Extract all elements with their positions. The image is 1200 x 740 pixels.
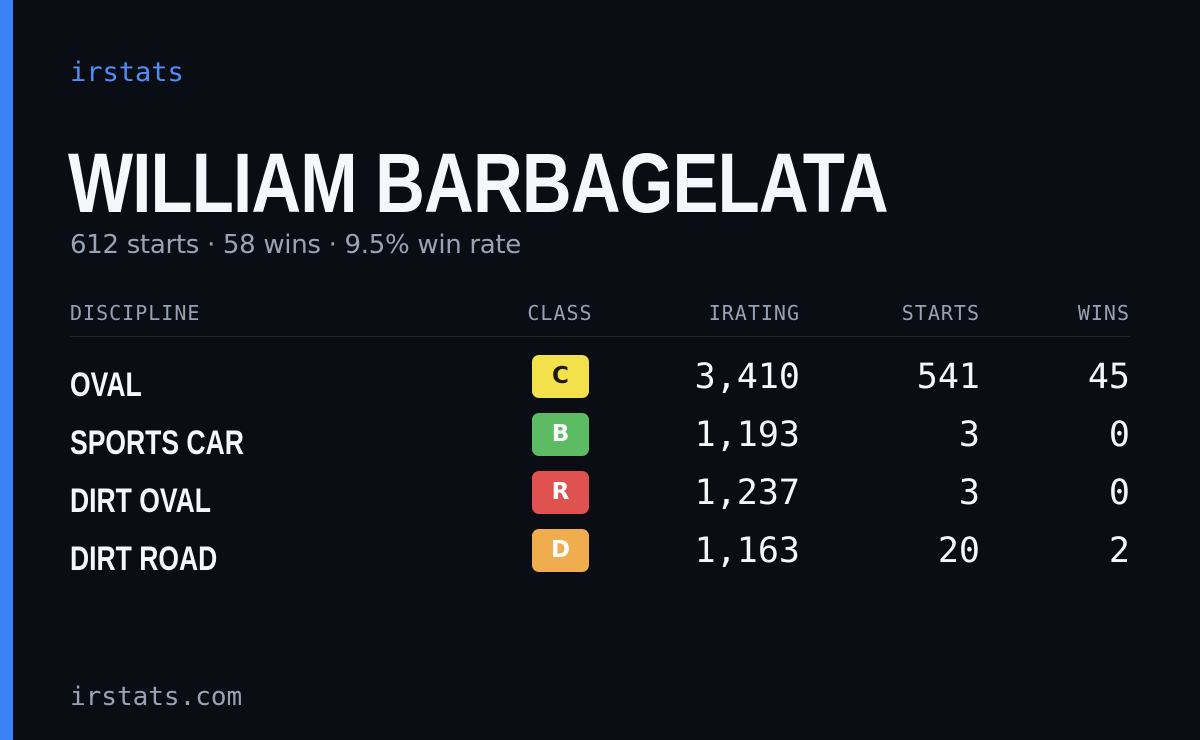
table-row: DIRT OVAL R 1,237 3 0 [70, 469, 1130, 527]
header-starts: STARTS [901, 301, 980, 325]
irating-value: 1,163 [694, 531, 800, 571]
starts-value: 20 [937, 531, 980, 571]
irating-value: 1,193 [694, 415, 800, 455]
brand-logo: irstats [70, 57, 184, 88]
wins-value: 2 [1108, 531, 1130, 571]
starts-value: 3 [958, 415, 980, 455]
discipline-stats-table: DISCIPLINE CLASS IRATING STARTS WINS OVA… [70, 296, 1130, 585]
footer-url: irstats.com [70, 682, 243, 712]
starts-value: 3 [958, 473, 980, 513]
driver-name: WILLIAM BARBAGELATA [68, 136, 889, 230]
irating-value: 1,237 [694, 473, 800, 513]
table-row: OVAL C 3,410 541 45 [70, 353, 1130, 411]
discipline-name: SPORTS CAR [70, 424, 244, 462]
table-body: OVAL C 3,410 541 45 SPORTS CAR B 1,193 3… [70, 353, 1130, 585]
header-class: CLASS [527, 301, 593, 325]
discipline-name: OVAL [70, 366, 142, 404]
wins-value: 45 [1087, 357, 1130, 397]
table-row: SPORTS CAR B 1,193 3 0 [70, 411, 1130, 469]
driver-summary: 612 starts · 58 wins · 9.5% win rate [70, 230, 522, 260]
header-wins: WINS [1077, 301, 1130, 325]
class-badge: C [532, 355, 589, 398]
discipline-name: DIRT OVAL [70, 482, 211, 520]
class-badge: R [532, 471, 589, 514]
header-discipline: DISCIPLINE [70, 301, 201, 325]
class-badge: B [532, 413, 589, 456]
table-row: DIRT ROAD D 1,163 20 2 [70, 527, 1130, 585]
wins-value: 0 [1108, 473, 1130, 513]
discipline-name: DIRT ROAD [70, 540, 218, 578]
starts-value: 541 [916, 357, 980, 397]
wins-value: 0 [1108, 415, 1130, 455]
table-header: DISCIPLINE CLASS IRATING STARTS WINS [70, 296, 1130, 337]
class-badge: D [532, 529, 589, 572]
irating-value: 3,410 [694, 357, 800, 397]
accent-bar [0, 0, 13, 740]
header-irating: IRATING [708, 301, 800, 325]
